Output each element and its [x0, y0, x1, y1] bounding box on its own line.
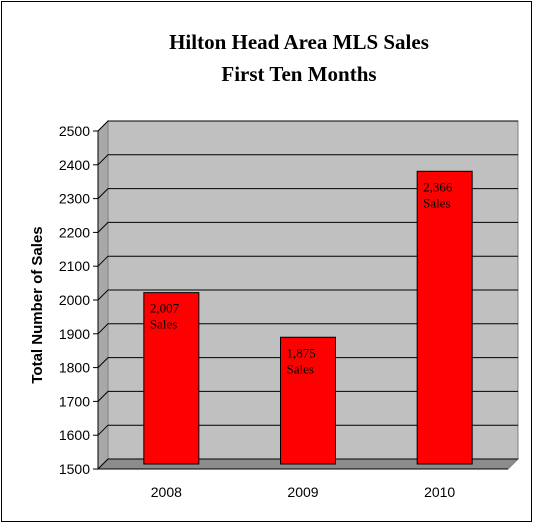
chart-title-line-1: Hilton Head Area MLS Sales: [169, 30, 429, 54]
y-tick-label: 1700: [59, 393, 90, 409]
y-tick-label: 1500: [59, 461, 90, 477]
x-tick-label: 2008: [151, 484, 182, 500]
bar-data-label: 1,875: [287, 345, 316, 360]
gridline: [97, 120, 518, 132]
gridline: [97, 255, 518, 267]
y-tick-label: 2300: [59, 191, 90, 207]
bar-data-label: 2,007: [150, 301, 180, 316]
y-tick-label: 2400: [59, 157, 90, 173]
y-tick-label: 2000: [59, 292, 90, 308]
chart-title-line-2: First Ten Months: [221, 62, 376, 86]
gridline: [97, 289, 518, 301]
bar-data-label: Sales: [423, 195, 450, 210]
gridline: [97, 458, 518, 470]
gridline: [97, 154, 518, 166]
y-axis-label: Total Number of Sales: [29, 226, 46, 383]
y-tick-label: 2200: [59, 224, 90, 240]
gridline: [97, 390, 518, 402]
gridline: [97, 424, 518, 436]
bar: [416, 170, 473, 465]
gridline: [97, 221, 518, 233]
bar: [143, 292, 200, 465]
bar-data-label: 2,366: [423, 179, 453, 194]
y-tick-label: 1600: [59, 427, 90, 443]
bar-data-label: Sales: [287, 361, 314, 376]
bar-data-label: Sales: [150, 317, 177, 332]
y-tick-label: 1900: [59, 326, 90, 342]
plot-area: 1500 1600 1700 1800 1900 2000 2100 2200 2300 2400…: [59, 119, 520, 500]
gridline: [97, 357, 518, 368]
gridline: [97, 323, 518, 335]
gridline: [97, 188, 518, 199]
x-tick-label: 2010: [424, 484, 455, 500]
x-tick-label: 2009: [287, 484, 318, 500]
y-tick-label: 1800: [59, 360, 90, 376]
y-tick-label: 2500: [59, 123, 90, 139]
bar: [280, 336, 336, 465]
y-tick-label: 2100: [59, 258, 90, 274]
